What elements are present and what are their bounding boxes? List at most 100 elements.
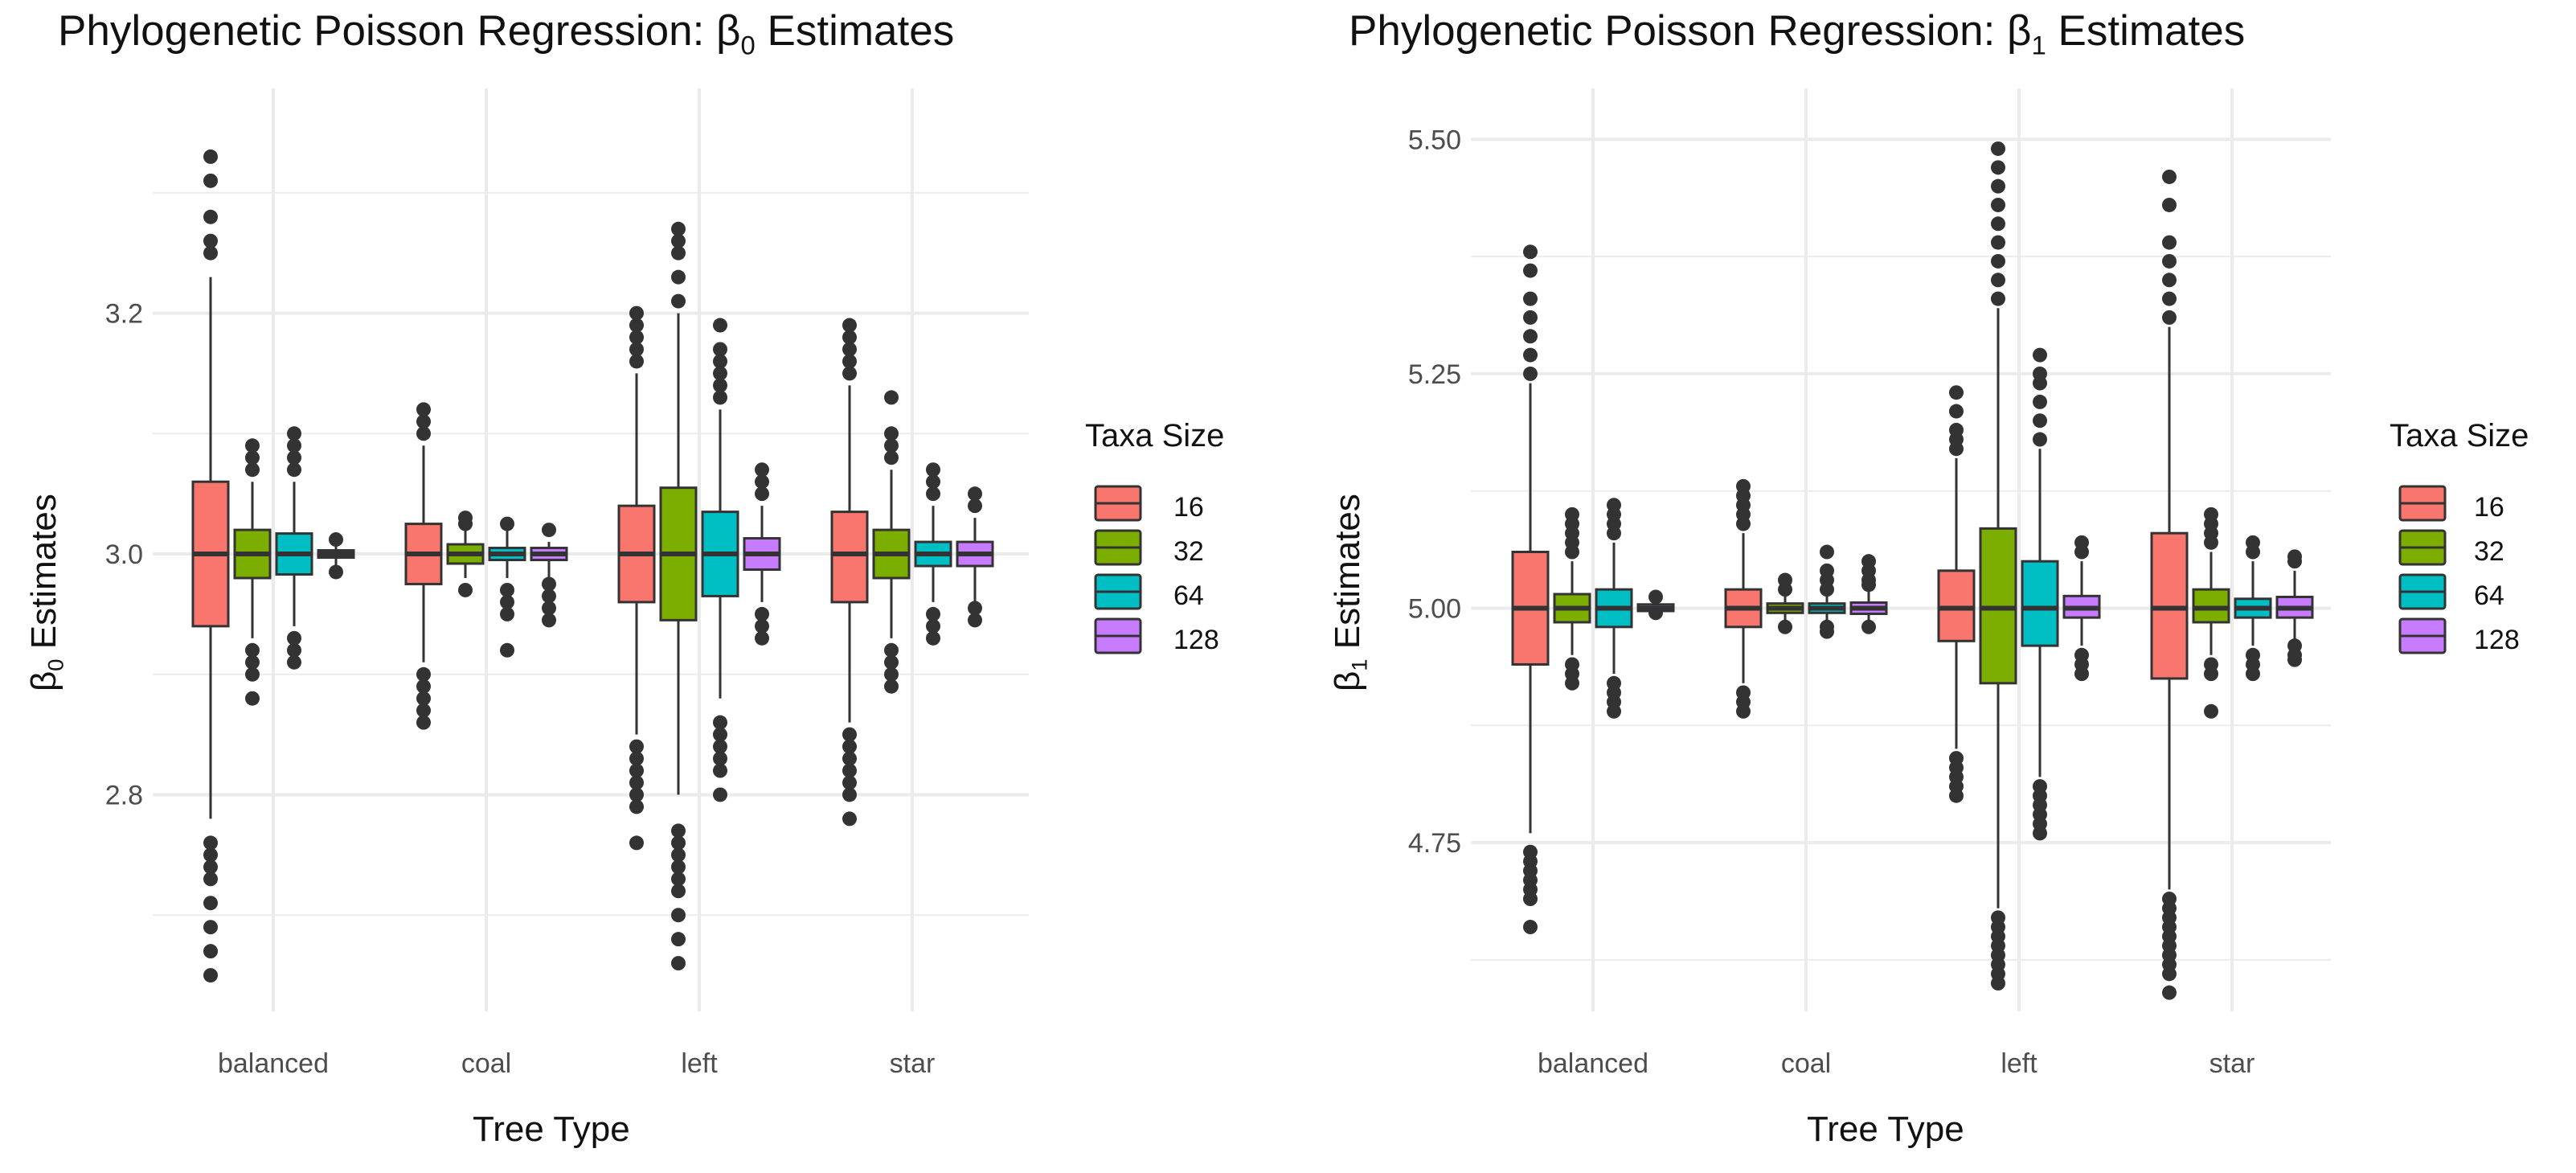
outlier	[542, 613, 556, 628]
outlier	[1861, 619, 1876, 634]
outlier	[416, 426, 431, 441]
legend-title: Taxa Size	[1085, 418, 1225, 453]
outlier	[713, 390, 727, 405]
box-16-star	[830, 318, 869, 826]
outlier	[1861, 554, 1876, 569]
outlier	[203, 859, 218, 875]
outlier	[755, 630, 769, 646]
outlier	[629, 775, 644, 790]
outlier	[713, 354, 727, 369]
outlier	[245, 438, 260, 453]
outlier	[245, 462, 260, 478]
outlier	[1778, 572, 1792, 588]
outlier	[629, 751, 644, 766]
x-tick-label: balanced	[1538, 1048, 1648, 1079]
outlier	[2162, 985, 2177, 1000]
outlier	[500, 642, 514, 658]
outlier	[671, 956, 686, 971]
outlier	[1991, 216, 2005, 232]
outlier	[2033, 413, 2047, 429]
y-tick-label: 3.2	[105, 299, 143, 330]
outlier	[1523, 329, 1538, 344]
outlier	[1523, 310, 1538, 325]
outlier	[2246, 535, 2260, 550]
outlier	[287, 438, 301, 453]
outlier	[203, 944, 218, 959]
outlier	[416, 414, 431, 429]
outlier	[416, 679, 431, 694]
outlier	[968, 613, 982, 628]
outlier	[287, 450, 301, 466]
outlier	[1991, 160, 2005, 175]
outlier	[542, 589, 556, 604]
legend-label-16: 16	[2474, 492, 2504, 523]
outlier	[245, 654, 260, 670]
x-tick-label: left	[681, 1048, 718, 1079]
outlier	[629, 306, 644, 321]
box-128-left	[743, 462, 781, 646]
outlier	[842, 763, 857, 778]
box-16-coal	[1724, 478, 1763, 719]
outlier	[968, 498, 982, 514]
outlier	[842, 811, 857, 826]
outlier	[1523, 347, 1538, 363]
outlier	[2074, 647, 2089, 662]
box-64-coal	[488, 516, 526, 658]
outlier	[1523, 366, 1538, 381]
outlier	[1648, 589, 1663, 605]
outlier	[926, 606, 940, 621]
outlier	[884, 426, 899, 441]
box-64-balanced	[1595, 498, 1633, 719]
outlier	[755, 474, 769, 490]
outlier	[671, 823, 686, 839]
y-tick-label: 5.25	[1408, 359, 1461, 390]
y-tick-label: 3.0	[105, 539, 143, 570]
outlier	[842, 318, 857, 333]
outlier	[500, 594, 514, 609]
outlier	[926, 486, 940, 502]
outlier	[2204, 657, 2218, 672]
x-tick-label: left	[2001, 1048, 2037, 1079]
x-tick-label: balanced	[218, 1048, 329, 1079]
outlier	[884, 654, 899, 670]
outlier	[1523, 844, 1538, 859]
outlier	[755, 462, 769, 478]
outlier	[2162, 197, 2177, 212]
outlier	[1949, 422, 1964, 437]
outlier	[1991, 141, 2005, 156]
outlier	[500, 606, 514, 621]
outlier	[842, 775, 857, 790]
box-64-star	[914, 462, 952, 646]
outlier	[1565, 657, 1579, 672]
outlier	[2162, 892, 2177, 907]
outlier	[2287, 638, 2302, 654]
outlier	[1991, 253, 2005, 269]
box-16-coal	[404, 402, 443, 730]
box-32-balanced	[1553, 507, 1591, 691]
outlier	[671, 221, 686, 236]
outlier	[245, 642, 260, 658]
outlier	[1991, 235, 2005, 250]
outlier	[1991, 197, 2005, 212]
outlier	[713, 378, 727, 393]
boxplot-beta1: 4.75 5.00 5.25 5.50 balanced coal left star	[1408, 88, 2447, 1079]
outlier	[629, 354, 644, 369]
box-16-balanced	[1511, 244, 1550, 935]
outlier	[629, 787, 644, 802]
beta0-panel: Phylogenetic Poisson Regression: β0 Esti…	[0, 0, 1286, 1173]
outlier	[713, 727, 727, 742]
outlier	[968, 486, 982, 502]
chart-title: Phylogenetic Poisson Regression: β0 Esti…	[58, 7, 955, 60]
outlier	[203, 872, 218, 887]
outlier	[542, 601, 556, 616]
y-tick-label: 5.00	[1408, 593, 1461, 624]
outlier	[713, 342, 727, 357]
outlier	[1736, 478, 1751, 494]
outlier	[542, 576, 556, 592]
outlier	[2204, 703, 2218, 719]
outlier	[884, 390, 899, 405]
box-64-balanced	[275, 426, 313, 670]
outlier	[416, 715, 431, 730]
x-axis-label: Tree Type	[1807, 1109, 1964, 1149]
box-128-coal	[530, 523, 568, 628]
